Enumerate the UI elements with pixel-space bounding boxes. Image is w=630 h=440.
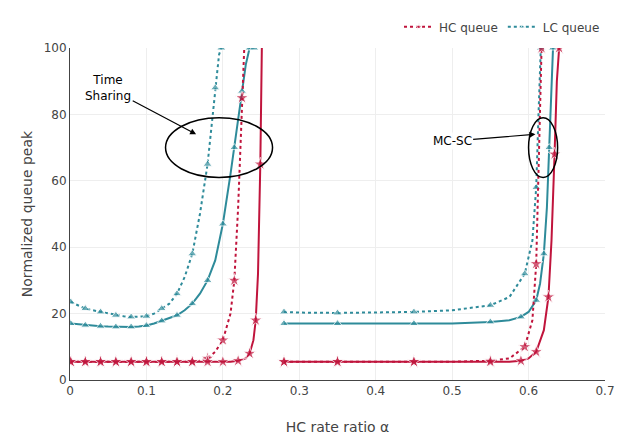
svg-text:0.3: 0.3 <box>290 384 309 398</box>
svg-text:0: 0 <box>66 384 74 398</box>
svg-text:60: 60 <box>51 174 66 188</box>
svg-text:0.7: 0.7 <box>595 384 614 398</box>
svg-text:LC queue: LC queue <box>543 21 599 35</box>
svg-text:0: 0 <box>59 373 67 387</box>
svg-text:MC-SC: MC-SC <box>433 134 472 148</box>
svg-text:0.1: 0.1 <box>137 384 156 398</box>
svg-text:0.2: 0.2 <box>213 384 232 398</box>
svg-text:HC rate ratio α: HC rate ratio α <box>286 419 390 435</box>
svg-text:0.4: 0.4 <box>366 384 385 398</box>
svg-text:0.6: 0.6 <box>519 384 538 398</box>
svg-text:80: 80 <box>51 108 66 122</box>
svg-text:20: 20 <box>51 307 66 321</box>
svg-text:Normalized queue peak: Normalized queue peak <box>19 130 35 297</box>
svg-text:40: 40 <box>51 240 66 254</box>
svg-text:TimeSharing: TimeSharing <box>85 73 131 103</box>
svg-text:HC queue: HC queue <box>439 21 498 35</box>
svg-text:0.5: 0.5 <box>443 384 462 398</box>
svg-text:100: 100 <box>44 41 67 55</box>
